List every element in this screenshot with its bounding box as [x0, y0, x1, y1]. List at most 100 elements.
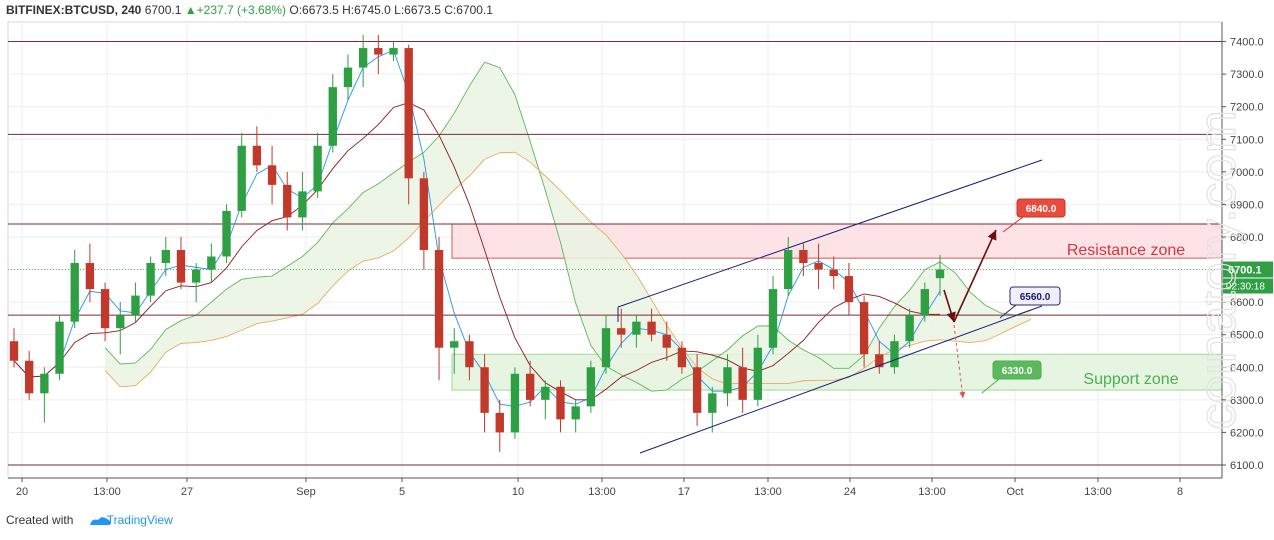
candle-body: [252, 145, 262, 166]
x-tick-label: 27: [181, 486, 193, 498]
candle-body: [844, 276, 854, 303]
price-change: +237.7 (+3.68%): [196, 3, 287, 17]
candle-body: [267, 165, 277, 185]
callout-6560-label: 6560.0: [1020, 292, 1051, 303]
candle-body: [935, 269, 945, 279]
x-tick-label: 24: [844, 486, 856, 498]
kijun-line: [13, 102, 941, 401]
arrow-up-to-resistance: [953, 229, 997, 323]
watermark: coinatory.com: [1205, 109, 1248, 430]
y-tick-label: 6200.0: [1230, 427, 1264, 439]
y-tick-label: 6100.0: [1230, 460, 1264, 472]
x-tick-label: 17: [678, 486, 690, 498]
x-tick-label: 13:00: [93, 486, 121, 498]
candle-body: [434, 250, 444, 348]
price-badge-label: 6700.1: [1228, 265, 1262, 277]
candle-body: [25, 360, 34, 394]
x-tick-label: 8: [1177, 486, 1183, 498]
x-tick-label: 13:00: [918, 486, 946, 498]
candle-body: [799, 250, 808, 264]
callout-6840-label: 6840.0: [1026, 204, 1057, 215]
candle-body: [647, 321, 656, 335]
arrow-dashed-down: [953, 324, 966, 399]
x-tick-label: Oct: [1006, 486, 1023, 498]
candle-body: [859, 302, 869, 355]
candle-body: [571, 406, 580, 420]
candle-body: [40, 373, 49, 394]
y-tick-label: 6500.0: [1230, 330, 1264, 342]
y-tick-label: 7000.0: [1230, 167, 1264, 179]
low-value: L:6673.5: [394, 3, 441, 17]
candle-body: [176, 250, 186, 283]
candle-body: [450, 341, 459, 348]
y-tick-label: 6800.0: [1230, 232, 1264, 244]
candle-body: [768, 289, 778, 348]
candle-body: [905, 315, 914, 342]
candle-body: [55, 321, 64, 374]
candle-body: [222, 210, 231, 257]
candle-body: [753, 347, 763, 400]
candle-body: [738, 367, 747, 400]
candle-body: [419, 178, 429, 250]
candle-body: [692, 367, 702, 413]
callout-6840-pointer: [1002, 216, 1024, 233]
y-tick-label: 7300.0: [1230, 69, 1264, 81]
tenkan-line: [13, 49, 941, 407]
ichimoku-cloud: [105, 62, 1032, 392]
channel-upper-line: [617, 159, 1043, 308]
candle-body: [480, 367, 489, 413]
callout-6330-pointer: [981, 378, 1000, 394]
candle-body: [374, 48, 383, 55]
y-tick-label: 7100.0: [1230, 134, 1264, 146]
candle-body: [677, 347, 687, 368]
arrow-down-to-support: [943, 289, 956, 323]
created-with-label: Created with: [6, 513, 74, 527]
candle-body: [814, 263, 823, 270]
price-badge: [1223, 261, 1273, 278]
last-price: 6700.1: [144, 3, 182, 17]
channel-lower-line: [639, 305, 1043, 454]
callout-6840-box: [1016, 198, 1066, 218]
candle-body: [116, 315, 125, 329]
candle-body: [191, 269, 201, 283]
candle-body: [9, 341, 19, 361]
y-tick-label: 7400.0: [1230, 37, 1264, 49]
y-tick-label: 6900.0: [1230, 199, 1264, 211]
candle-body: [662, 334, 671, 348]
candle-body: [161, 250, 170, 264]
x-tick-label: 13:00: [588, 486, 616, 498]
close-value: C:6700.1: [444, 3, 493, 17]
candle-body: [556, 386, 565, 420]
callout-6560-box: [1009, 286, 1061, 306]
footer: Created with TradingView: [6, 513, 173, 527]
candle-body: [784, 250, 793, 290]
candle-body: [70, 263, 79, 322]
y-tick-label: 6600.0: [1230, 297, 1264, 309]
candle-body: [389, 48, 398, 55]
open-value: O:6673.5: [289, 3, 339, 17]
candle-body: [283, 184, 292, 218]
candle-body: [829, 269, 838, 277]
candle-body: [313, 145, 322, 192]
y-tick-label: 6400.0: [1230, 362, 1264, 374]
y-tick-label: 6300.0: [1230, 395, 1264, 407]
candle-body: [404, 48, 413, 179]
x-tick-label: 10: [512, 486, 524, 498]
change-up-icon: ▲: [184, 3, 197, 17]
countdown-label: 02:30:18: [1226, 282, 1265, 293]
chart-header: BITFINEX:BTCUSD, 240 6700.1 ▲+237.7 (+3.…: [6, 3, 493, 19]
candle-body: [85, 263, 95, 290]
candle-body: [131, 295, 140, 316]
senkou-span-a: [104, 61, 1032, 392]
y-tick-label: 7200.0: [1230, 102, 1264, 114]
candle-body: [237, 145, 246, 211]
tradingview-brand[interactable]: TradingView: [106, 513, 173, 527]
candle-body: [100, 289, 110, 329]
tradingview-logo-icon: [90, 517, 111, 525]
candle-body: [632, 321, 641, 335]
x-tick-label: 20: [16, 486, 28, 498]
candle-body: [358, 48, 368, 68]
candle-body: [541, 386, 550, 400]
high-value: H:6745.0: [342, 3, 391, 17]
